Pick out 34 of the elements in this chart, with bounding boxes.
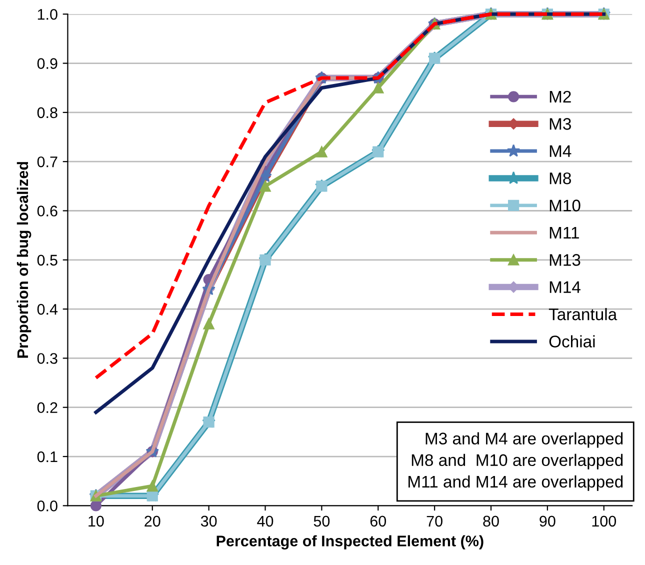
x-tick-label: 40	[257, 516, 274, 527]
y-tick-label: 0.5	[37, 254, 58, 266]
annotation: M3 and M4 are overlapped M8 and M10 are overlapped M11 and M14 are overlapped	[408, 432, 623, 491]
y-tick-label: 0.0	[37, 500, 58, 512]
y-tick-label: 0.1	[37, 451, 58, 462]
x-tick-label: 10	[88, 516, 104, 527]
x-tick-label: 60	[370, 516, 386, 527]
y-tick-label: 0.2	[37, 402, 58, 414]
x-tick-label: 80	[483, 516, 499, 527]
legend-label: M3	[550, 118, 571, 130]
x-axis-title: Percentage of Inspected Element (%)	[216, 535, 484, 550]
y-tick-label: 1.0	[38, 8, 58, 20]
legend-label: M8	[550, 172, 571, 184]
legend-label: M11	[550, 227, 579, 238]
y-tick-label: 0.8	[37, 107, 58, 118]
y-tick-label: 0.6	[37, 206, 58, 216]
legend-label: Ochiai	[549, 335, 595, 348]
legend-label: M2	[550, 90, 571, 102]
legend-label: M4	[550, 145, 572, 157]
legend-label: Tarantula	[548, 308, 618, 320]
legend-label: M10	[550, 200, 580, 212]
legend-label: M13	[550, 254, 580, 266]
x-tick-label: 100	[592, 516, 616, 527]
x-tick-label: 20	[144, 516, 160, 527]
y-tick-label: 0.3	[37, 353, 58, 364]
y-tick-label: 0.7	[37, 156, 58, 168]
y-axis-title: Proportion of bug localized	[16, 162, 32, 358]
x-tick-label: 70	[426, 516, 442, 527]
y-tick-label: 0.4	[37, 304, 58, 315]
x-tick-label: 90	[540, 516, 556, 527]
x-tick-label: 30	[200, 516, 217, 527]
legend-label: M14	[550, 281, 580, 293]
y-tick-label: 0.9	[37, 58, 58, 69]
x-tick-label: 50	[314, 516, 330, 527]
